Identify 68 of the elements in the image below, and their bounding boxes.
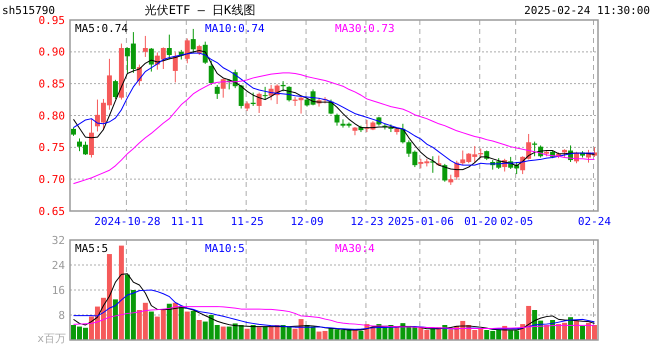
y-tick-label: 8 xyxy=(58,308,65,322)
bar xyxy=(574,320,580,340)
x-tick-label: 11-25 xyxy=(230,215,264,228)
y-tick-label: 16 xyxy=(52,284,65,297)
candlestick xyxy=(244,100,250,112)
series-label: MA10:0.74 xyxy=(205,22,265,35)
y-tick-label: 32 xyxy=(52,234,65,247)
candlestick xyxy=(220,78,226,98)
bar xyxy=(250,325,256,340)
x-tick-label: 2024-10-28 xyxy=(94,215,161,228)
bar xyxy=(544,325,550,340)
text: MA30:0.73 xyxy=(335,22,395,35)
candlestick xyxy=(190,28,196,54)
text: MA5:5 xyxy=(75,242,108,255)
text: 2025-02-24 11:30:00 xyxy=(524,4,650,17)
candlestick xyxy=(172,52,178,83)
y-tick-label: 0.85 xyxy=(38,78,65,91)
line-series xyxy=(73,306,595,329)
bar xyxy=(178,306,184,340)
y-tick-label: 0.80 xyxy=(38,109,65,122)
bar xyxy=(352,330,358,340)
candlestick xyxy=(142,35,148,58)
line-series xyxy=(73,273,595,330)
bar xyxy=(172,302,178,340)
candlestick xyxy=(262,86,268,100)
y-tick-label: 0.75 xyxy=(38,141,65,154)
candlestick xyxy=(112,79,118,100)
candlestick xyxy=(256,92,262,114)
bar xyxy=(190,310,196,340)
candlestick xyxy=(214,84,220,100)
text: MA10:5 xyxy=(205,242,245,255)
x-tick-label: 12-23 xyxy=(350,215,384,228)
bar xyxy=(184,312,190,340)
bar xyxy=(166,304,172,340)
y-tick-label: 0.70 xyxy=(38,173,65,186)
x-tick-label: 11-11 xyxy=(170,215,204,228)
chart-title: 光伏ETF — 日K线图 xyxy=(144,3,256,17)
candlestick xyxy=(442,163,448,182)
candlestick xyxy=(184,38,190,64)
candlestick xyxy=(478,148,484,159)
x-tick-label: 01-20 xyxy=(464,215,498,228)
bar xyxy=(262,326,268,340)
y-tick-label: 24 xyxy=(52,258,66,272)
candlestick xyxy=(166,34,172,60)
candlestick xyxy=(532,141,538,157)
x-tick-label: 2025-01-06 xyxy=(388,215,454,228)
bar xyxy=(148,312,154,340)
bar xyxy=(220,326,226,340)
y-axis-title: x百万 xyxy=(37,332,66,345)
candlestick xyxy=(148,48,154,72)
bar xyxy=(256,327,262,340)
candlestick xyxy=(448,174,454,186)
bar xyxy=(580,326,586,340)
x-tick-label: 02-05 xyxy=(500,215,534,228)
text: MA5:0.74 xyxy=(75,22,128,35)
line-series xyxy=(73,290,595,330)
x-tick-label: 12-09 xyxy=(290,215,324,228)
candlestick xyxy=(88,118,94,158)
bar xyxy=(112,299,118,340)
bar xyxy=(244,328,250,340)
text: MA30:4 xyxy=(335,242,376,255)
y-tick-label: 0.90 xyxy=(38,46,65,59)
y-tick-label: 0.65 xyxy=(38,204,65,218)
bar xyxy=(394,327,400,340)
x-tick-label: 02-24 xyxy=(578,215,612,228)
bar xyxy=(118,246,124,340)
bar xyxy=(358,330,364,340)
candlestick xyxy=(334,113,340,126)
